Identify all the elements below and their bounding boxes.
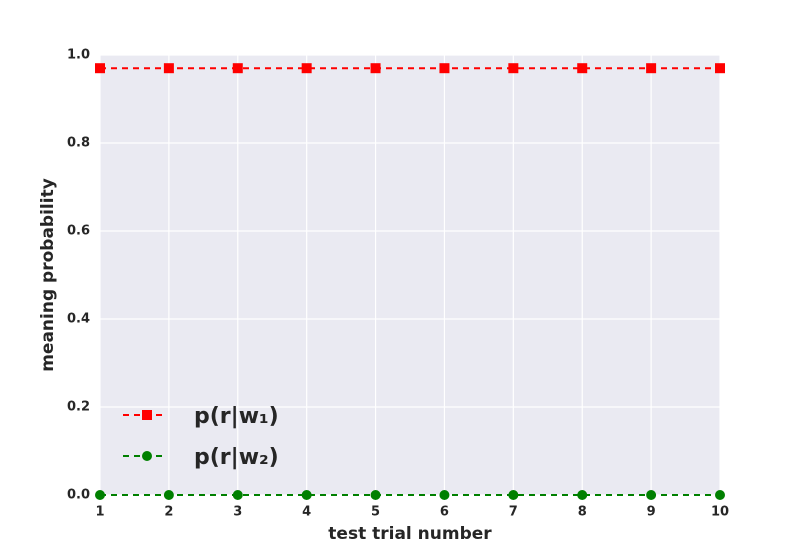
data-point [646,490,657,500]
x-tick-label: 8 [578,505,587,520]
data-point [439,490,450,500]
data-point [163,63,174,74]
legend-marker [142,451,152,461]
x-tick-label: 1 [95,505,104,520]
data-point [301,63,312,74]
x-tick-label: 2 [164,505,173,520]
legend-label: p(r|w₁) [194,404,279,429]
x-tick-label: 3 [233,505,242,520]
data-point [370,490,381,500]
x-tick-label: 6 [440,505,449,520]
data-point [232,490,243,500]
y-tick-label: 0.6 [67,224,90,239]
y-axis-label: meaning probability [38,178,58,372]
y-tick-label: 1.0 [67,48,90,63]
y-tick-label: 0.0 [67,488,90,503]
data-point [439,63,450,74]
data-point [508,490,519,500]
data-point [577,63,588,74]
data-point [232,63,243,74]
data-point [95,490,105,500]
x-tick-label: 7 [509,505,518,520]
x-tick-label: 4 [302,505,311,520]
y-tick-label: 0.8 [67,136,90,151]
data-point [95,63,105,74]
legend-marker [142,410,152,420]
x-axis-label: test trial number [328,524,492,544]
data-point [301,490,312,500]
data-point [370,63,381,74]
data-point [646,63,657,74]
y-tick-label: 0.4 [67,312,90,327]
x-tick-label: 9 [647,505,656,520]
data-point [163,490,174,500]
y-tick-label: 0.2 [67,400,90,415]
x-tick-label: 10 [711,505,729,520]
legend-label: p(r|w₂) [194,445,279,470]
x-tick-label: 5 [371,505,380,520]
plot-area [100,55,720,495]
data-point [508,63,519,74]
data-point [577,490,588,500]
data-point [715,63,725,74]
data-point [715,490,725,500]
